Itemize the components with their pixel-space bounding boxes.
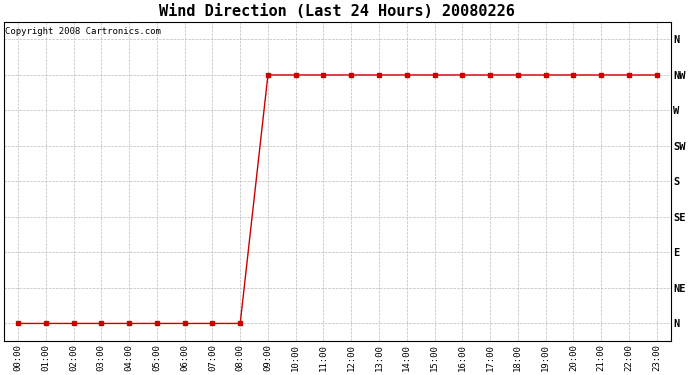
Text: Copyright 2008 Cartronics.com: Copyright 2008 Cartronics.com <box>6 27 161 36</box>
Title: Wind Direction (Last 24 Hours) 20080226: Wind Direction (Last 24 Hours) 20080226 <box>159 4 515 19</box>
